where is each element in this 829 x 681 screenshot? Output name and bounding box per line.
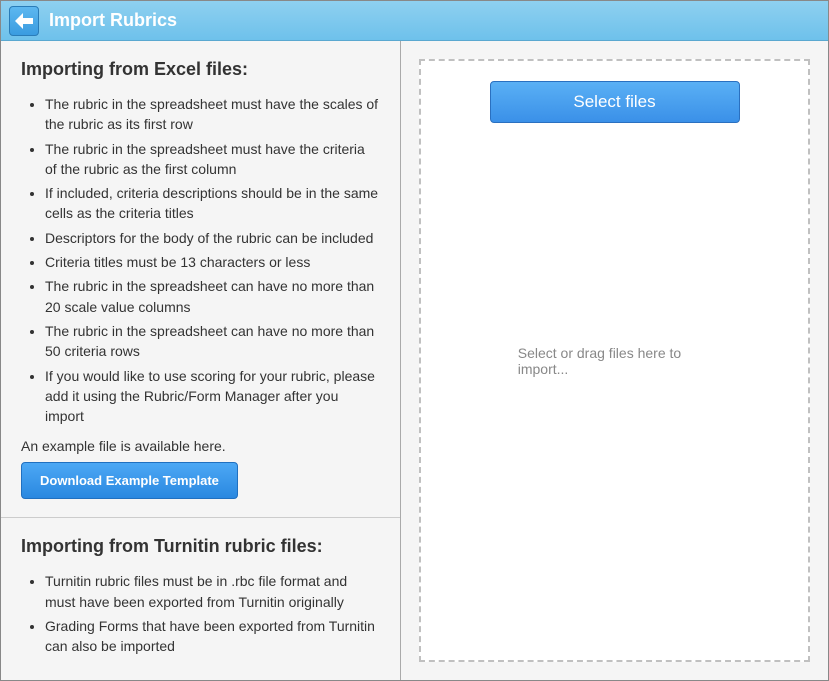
list-item: The rubric in the spreadsheet must have …	[45, 94, 380, 135]
dialog-title: Import Rubrics	[49, 10, 177, 31]
list-item: Grading Forms that have been exported fr…	[45, 616, 380, 657]
instructions-panel: Importing from Excel files: The rubric i…	[1, 41, 401, 680]
turnitin-bullets: Turnitin rubric files must be in .rbc fi…	[21, 571, 380, 656]
excel-bullets: The rubric in the spreadsheet must have …	[21, 94, 380, 426]
turnitin-section-title: Importing from Turnitin rubric files:	[21, 536, 380, 557]
drop-zone-text: Select or drag files here to import...	[518, 345, 712, 377]
list-item: Turnitin rubric files must be in .rbc fi…	[45, 571, 380, 612]
excel-section-title: Importing from Excel files:	[21, 59, 380, 80]
list-item: The rubric in the spreadsheet can have n…	[45, 276, 380, 317]
dialog-content: Importing from Excel files: The rubric i…	[1, 41, 828, 680]
upload-panel: Select files Select or drag files here t…	[401, 41, 828, 680]
back-arrow-icon	[15, 13, 33, 29]
turnitin-section: Importing from Turnitin rubric files: Tu…	[1, 518, 400, 680]
back-button[interactable]	[9, 6, 39, 36]
list-item: If you would like to use scoring for you…	[45, 366, 380, 427]
excel-section: Importing from Excel files: The rubric i…	[1, 41, 400, 518]
list-item: The rubric in the spreadsheet can have n…	[45, 321, 380, 362]
example-text: An example file is available here.	[21, 438, 380, 454]
list-item: The rubric in the spreadsheet must have …	[45, 139, 380, 180]
list-item: If included, criteria descriptions shoul…	[45, 183, 380, 224]
list-item: Criteria titles must be 13 characters or…	[45, 252, 380, 272]
list-item: Descriptors for the body of the rubric c…	[45, 228, 380, 248]
download-template-button[interactable]: Download Example Template	[21, 462, 238, 499]
file-drop-zone[interactable]: Select files Select or drag files here t…	[419, 59, 810, 662]
import-rubrics-dialog: Import Rubrics Importing from Excel file…	[0, 0, 829, 681]
select-files-button[interactable]: Select files	[490, 81, 740, 123]
dialog-header: Import Rubrics	[1, 1, 828, 41]
